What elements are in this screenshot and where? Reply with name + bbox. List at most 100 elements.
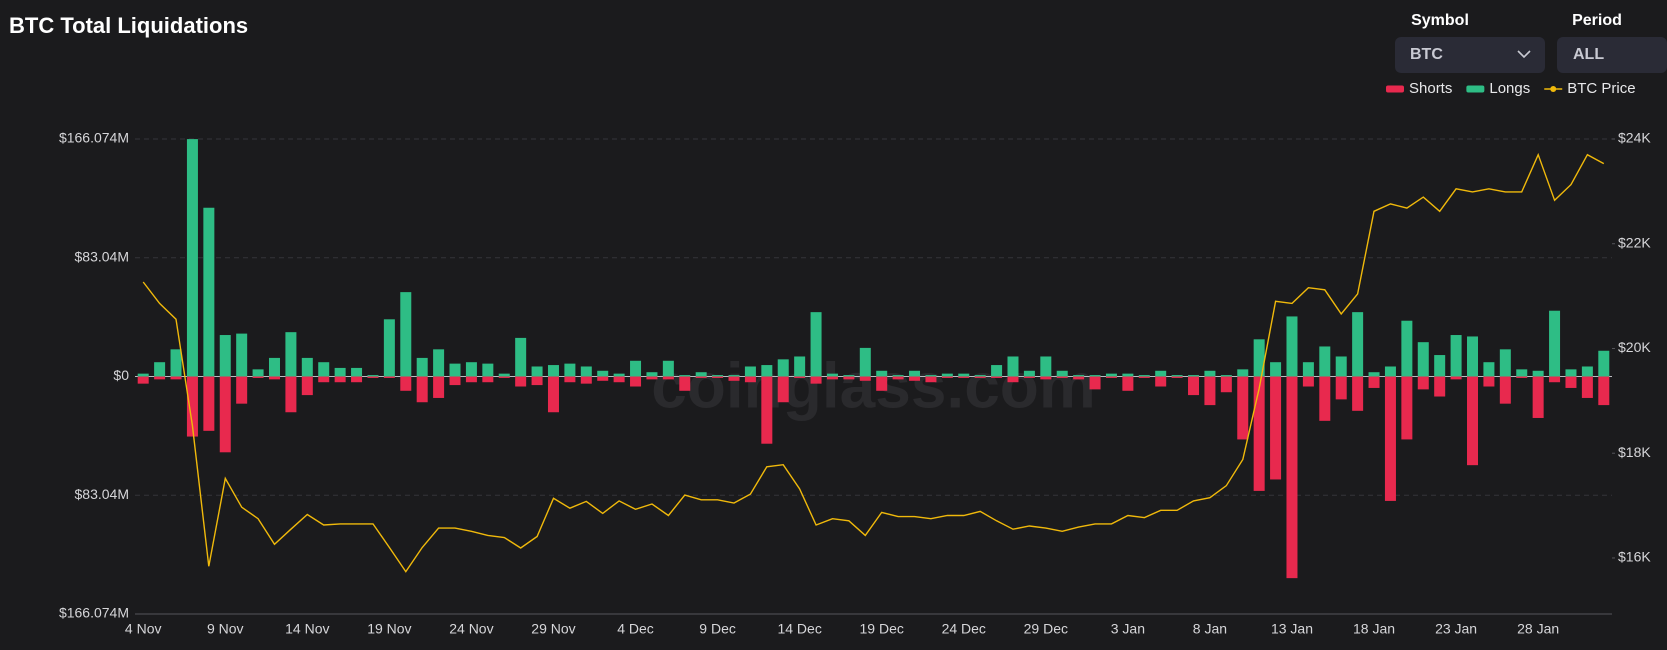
bar (630, 360, 642, 377)
bar (1467, 336, 1479, 377)
bar (186, 376, 198, 437)
bar (531, 376, 543, 386)
bar (564, 363, 576, 377)
y2-tick-label: $24K (1618, 130, 1651, 146)
bar (400, 376, 412, 391)
bar (728, 375, 740, 377)
bar (1368, 376, 1380, 388)
y2-tick-label: $18K (1618, 444, 1651, 460)
bar (1122, 376, 1134, 391)
bar (712, 375, 724, 377)
bar (810, 312, 822, 377)
bar (252, 376, 264, 378)
bar (1171, 376, 1183, 378)
bar (662, 376, 674, 380)
bar (1105, 373, 1117, 377)
bar (564, 376, 576, 383)
bar (1237, 369, 1249, 377)
y-tick-label: $166.074M (59, 605, 129, 621)
bar (1023, 376, 1035, 378)
bar (777, 359, 789, 377)
bar (1237, 376, 1249, 440)
x-tick-label: 29 Nov (531, 621, 575, 637)
bar (662, 360, 674, 377)
legend-swatch-dot (1550, 86, 1557, 92)
x-tick-label: 28 Jan (1517, 621, 1559, 637)
bar (1434, 376, 1446, 397)
bar (1089, 376, 1101, 390)
bar (1532, 370, 1544, 377)
bar (892, 376, 904, 380)
bar (465, 376, 477, 383)
dropdown-box[interactable] (1395, 37, 1545, 73)
chart-title: BTC Total Liquidations (9, 13, 248, 38)
bar (318, 362, 330, 377)
legend: Shorts Longs BTC Price (1386, 80, 1636, 97)
control-label: Period (1572, 12, 1622, 29)
bar (1565, 376, 1577, 388)
bar (1516, 376, 1528, 378)
bar (137, 373, 149, 377)
bar (925, 376, 937, 383)
bar (334, 376, 346, 383)
dropdown-value[interactable]: ALL (1573, 46, 1604, 63)
bar (268, 376, 280, 380)
bar (761, 376, 773, 444)
bar (1516, 369, 1528, 377)
x-tick-label: 18 Jan (1353, 621, 1395, 637)
bar (1401, 320, 1413, 377)
bar (1384, 376, 1396, 501)
bar (1253, 339, 1265, 377)
x-tick-label: 23 Jan (1435, 621, 1477, 637)
bar (810, 376, 822, 384)
dropdown-box[interactable] (1557, 37, 1667, 73)
bar (433, 349, 445, 377)
bar (1384, 366, 1396, 377)
dropdown-value[interactable]: BTC (1410, 46, 1443, 63)
bar (1549, 310, 1561, 377)
bar (170, 376, 182, 380)
bar (351, 376, 363, 383)
bar (1105, 376, 1117, 378)
bar (1598, 376, 1610, 406)
bar (695, 376, 707, 378)
watermark: coinglass.com (651, 349, 1096, 421)
bar (236, 333, 248, 377)
y2-tick-label: $16K (1618, 549, 1651, 565)
bar (236, 376, 248, 404)
bar (712, 376, 724, 378)
bar (416, 376, 428, 403)
bar (1483, 376, 1495, 387)
bar (301, 357, 313, 377)
bar (1499, 376, 1511, 404)
bar (941, 373, 953, 377)
bar (285, 332, 297, 377)
bar (1138, 376, 1150, 378)
bar (597, 376, 609, 381)
bar (958, 373, 970, 377)
bar (1204, 370, 1216, 377)
bar (1417, 342, 1429, 377)
symbol-dropdown[interactable]: BTC (1395, 37, 1545, 73)
bar (1467, 376, 1479, 466)
y2-tick-label: $20K (1618, 339, 1651, 355)
bar (285, 376, 297, 413)
bar (974, 375, 986, 377)
bar (1352, 376, 1364, 411)
bar (1270, 376, 1282, 480)
bar (186, 139, 198, 377)
bar (1368, 372, 1380, 377)
bar (941, 376, 953, 378)
bar (1335, 356, 1347, 377)
x-tick-label: 14 Nov (285, 621, 329, 637)
bar (1122, 373, 1134, 377)
period-dropdown[interactable]: ALL (1557, 37, 1667, 73)
bar (465, 362, 477, 377)
x-tick-label: 4 Dec (617, 621, 654, 637)
legend-swatch (1386, 85, 1404, 93)
bar (1401, 376, 1413, 440)
bar (613, 376, 625, 383)
bar (679, 376, 691, 391)
bar (646, 376, 658, 380)
bar (1007, 376, 1019, 383)
